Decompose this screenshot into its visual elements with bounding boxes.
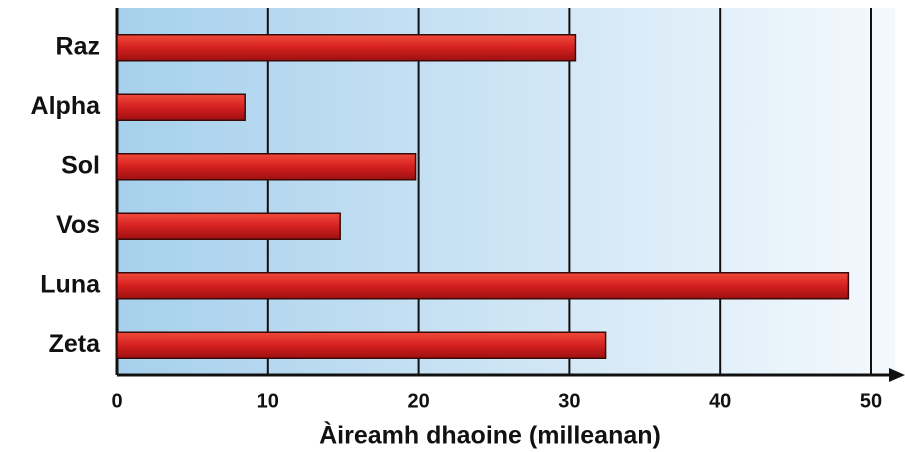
x-tick-label: 20: [407, 390, 429, 412]
bar: [116, 212, 341, 240]
y-tick-label: Vos: [56, 211, 100, 239]
y-tick-label: Sol: [61, 151, 100, 179]
y-tick-label: Alpha: [31, 92, 102, 120]
bar: [116, 153, 417, 181]
y-tick-label: Luna: [40, 270, 101, 298]
bar: [116, 34, 577, 62]
x-tick-label: 50: [860, 390, 882, 412]
x-tick-label: 30: [558, 390, 580, 412]
x-axis-title: Àireamh dhaoine (milleanan): [319, 421, 661, 450]
bar: [116, 331, 607, 359]
x-tick-label: 10: [257, 390, 279, 412]
bar: [116, 93, 246, 121]
y-tick-label: Zeta: [49, 330, 102, 358]
plot-background: [117, 8, 895, 375]
x-tick-label: 0: [111, 390, 122, 412]
bar: [116, 272, 850, 300]
x-tick-label: 40: [709, 390, 731, 412]
axis-arrow: [889, 368, 905, 382]
y-tick-label: Raz: [56, 32, 100, 60]
